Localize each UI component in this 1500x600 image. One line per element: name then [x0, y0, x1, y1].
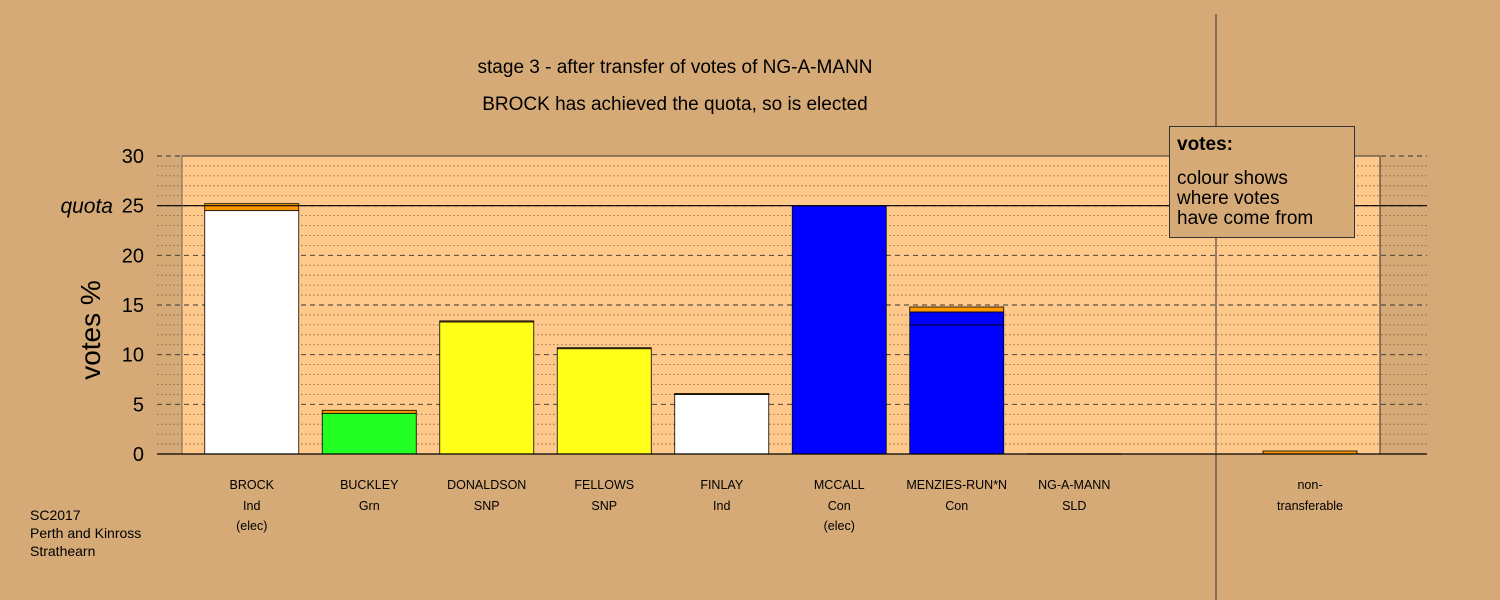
- bar-segment: [909, 311, 1005, 326]
- nontransferable-label: non-: [1297, 478, 1322, 492]
- bar-segment: [556, 347, 652, 350]
- bar-segment: [204, 210, 300, 455]
- chart-subtitle: BROCK has achieved the quota, so is elec…: [482, 94, 868, 115]
- bar-segment: [909, 306, 1005, 313]
- candidate-name: FINLAY: [700, 478, 743, 492]
- candidate-name: FELLOWS: [574, 478, 634, 492]
- election-id: SC2017: [30, 507, 81, 523]
- legend-line-1: colour shows: [1177, 168, 1288, 189]
- bar-segment: [321, 412, 417, 455]
- candidate-party: Ind: [243, 499, 260, 513]
- y-axis-label: votes %: [75, 280, 106, 380]
- candidate-party: Ind: [713, 499, 730, 513]
- candidate-party: Grn: [359, 499, 380, 513]
- y-tick-label: 0: [133, 444, 144, 466]
- nontransferable-label: transferable: [1277, 499, 1343, 513]
- candidate-party: Con: [828, 499, 851, 513]
- y-tick-label: 10: [122, 345, 144, 367]
- election-info: SC2017 Perth and Kinross Strathearn: [30, 506, 141, 560]
- candidate-status: (elec): [236, 519, 267, 533]
- y-tick-labels: 0 5 10 15 20 25 30: [122, 146, 144, 466]
- candidate-party: SNP: [591, 499, 617, 513]
- quota-label: quota: [60, 195, 113, 218]
- candidate-name: MENZIES-RUN*N: [906, 478, 1007, 492]
- bar-segment: [439, 320, 535, 323]
- bar-segment: [321, 409, 417, 414]
- bar-segment: [556, 348, 652, 455]
- chart-title: stage 3 - after transfer of votes of NG-…: [478, 57, 873, 78]
- y-tick-label: 30: [122, 146, 144, 168]
- candidate-party: SLD: [1062, 499, 1086, 513]
- y-tick-label: 5: [133, 394, 144, 416]
- candidate-name: MCCALL: [814, 478, 865, 492]
- candidate-party: SNP: [474, 499, 500, 513]
- y-tick-label: 25: [122, 196, 144, 218]
- legend-title: votes:: [1177, 134, 1233, 155]
- bar-segment: [674, 393, 770, 455]
- council-name: Perth and Kinross: [30, 525, 142, 541]
- y-tick-label: 15: [122, 295, 144, 317]
- bar-segment: [909, 324, 1005, 455]
- legend-box: votes: colour shows where votes have com…: [1169, 126, 1355, 238]
- bar-segment: [204, 203, 300, 212]
- bar-segment: [439, 321, 535, 455]
- candidate-status: (elec): [824, 519, 855, 533]
- y-tick-label: 20: [122, 245, 144, 267]
- ward-name: Strathearn: [30, 543, 96, 559]
- candidate-name: NG-A-MANN: [1038, 478, 1110, 492]
- bars: [204, 203, 1358, 455]
- bar-segment: [791, 205, 887, 455]
- candidate-name: BUCKLEY: [340, 478, 399, 492]
- candidate-name: BROCK: [230, 478, 275, 492]
- bar-segment: [674, 393, 770, 395]
- candidate-labels: BROCK Ind (elec) BUCKLEY Grn DONALDSON SNP FELL…: [230, 478, 1344, 533]
- legend-line-2: where votes: [1177, 188, 1280, 209]
- candidate-party: Con: [945, 499, 968, 513]
- candidate-name: DONALDSON: [447, 478, 526, 492]
- legend-line-3: have come from: [1177, 208, 1314, 229]
